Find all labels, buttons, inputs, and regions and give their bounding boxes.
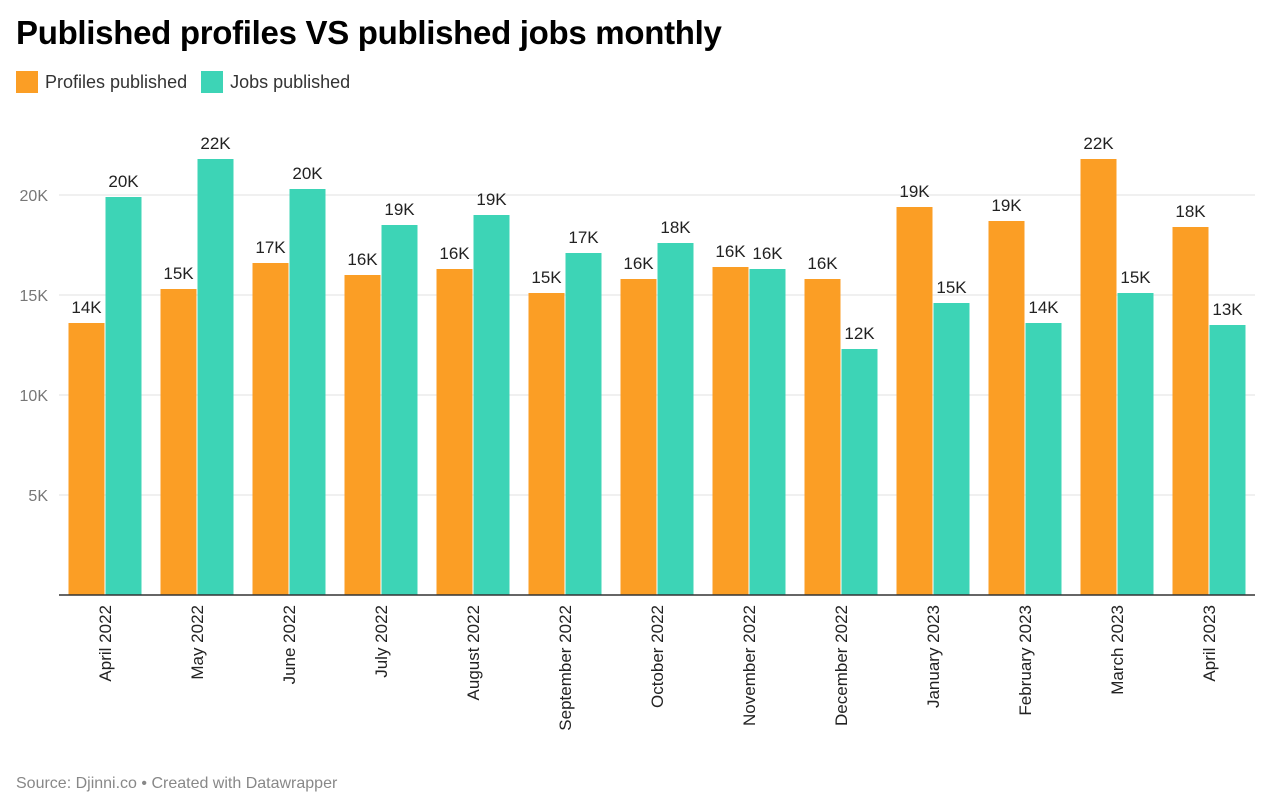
bar-jobs xyxy=(289,189,326,595)
data-label-profiles: 19K xyxy=(991,196,1022,215)
bar-jobs xyxy=(197,159,234,595)
data-label-jobs: 20K xyxy=(108,172,139,191)
data-label-profiles: 22K xyxy=(1083,134,1114,153)
data-label-jobs: 12K xyxy=(844,324,875,343)
bar-profiles xyxy=(1080,159,1117,595)
data-label-profiles: 19K xyxy=(899,182,930,201)
bar-profiles xyxy=(68,323,105,595)
bar-jobs xyxy=(105,197,142,595)
x-tick-label: January 2023 xyxy=(924,605,943,708)
y-tick-label: 5K xyxy=(28,488,48,505)
data-label-jobs: 13K xyxy=(1212,300,1243,319)
y-tick-label: 15K xyxy=(20,288,49,305)
data-label-profiles: 16K xyxy=(623,254,654,273)
x-tick-label: June 2022 xyxy=(280,605,299,684)
bar-jobs xyxy=(1117,293,1154,595)
bar-profiles xyxy=(620,279,657,595)
x-tick-label: May 2022 xyxy=(188,605,207,680)
bar-jobs xyxy=(933,303,970,595)
legend-label-profiles: Profiles published xyxy=(45,71,188,92)
data-label-jobs: 20K xyxy=(292,164,323,183)
legend-swatch-profiles xyxy=(16,71,38,93)
bar-profiles xyxy=(1172,227,1209,595)
bar-profiles xyxy=(712,267,749,595)
data-label-jobs: 14K xyxy=(1028,298,1059,317)
x-tick-label: April 2023 xyxy=(1200,605,1219,682)
data-label-jobs: 17K xyxy=(568,228,599,247)
x-tick-label: October 2022 xyxy=(648,605,667,708)
data-label-profiles: 16K xyxy=(715,242,746,261)
legend: Profiles published Jobs published xyxy=(16,71,364,93)
x-tick-label: February 2023 xyxy=(1016,605,1035,716)
x-tick-label: November 2022 xyxy=(740,605,759,726)
y-tick-label: 10K xyxy=(20,388,49,405)
data-label-profiles: 15K xyxy=(163,264,194,283)
legend-swatch-jobs xyxy=(201,71,224,93)
bar-jobs xyxy=(841,349,878,595)
chart-title: Published profiles VS published jobs mon… xyxy=(16,14,722,51)
bar-jobs xyxy=(473,215,510,595)
bar-jobs xyxy=(1209,325,1246,595)
bar-profiles xyxy=(804,279,841,595)
bar-profiles xyxy=(160,289,197,595)
data-label-jobs: 18K xyxy=(660,218,691,237)
bar-profiles xyxy=(896,207,933,595)
bar-profiles xyxy=(528,293,565,595)
x-tick-label: August 2022 xyxy=(464,605,483,700)
y-tick-label: 20K xyxy=(20,188,49,205)
x-tick-label: September 2022 xyxy=(556,605,575,731)
legend-label-jobs: Jobs published xyxy=(230,71,351,92)
data-label-profiles: 14K xyxy=(71,298,102,317)
bar-jobs xyxy=(749,269,786,595)
data-label-jobs: 19K xyxy=(384,200,415,219)
data-label-profiles: 17K xyxy=(255,238,286,257)
data-label-profiles: 18K xyxy=(1175,202,1206,221)
x-tick-label: April 2022 xyxy=(96,605,115,682)
x-tick-label: December 2022 xyxy=(832,605,851,726)
data-label-profiles: 16K xyxy=(807,254,838,273)
data-label-profiles: 16K xyxy=(439,244,470,263)
data-label-jobs: 19K xyxy=(476,190,507,209)
bar-jobs xyxy=(657,243,694,595)
x-tick-label: July 2022 xyxy=(372,605,391,678)
bar-profiles xyxy=(344,275,381,595)
bar-profiles xyxy=(252,263,289,595)
x-tick-label: March 2023 xyxy=(1108,605,1127,695)
legend-item-jobs: Jobs published xyxy=(201,71,350,93)
bar-jobs xyxy=(381,225,418,595)
data-label-profiles: 16K xyxy=(347,250,378,269)
legend-item-profiles: Profiles published xyxy=(16,71,187,93)
data-label-jobs: 15K xyxy=(936,278,967,297)
data-label-jobs: 16K xyxy=(752,244,783,263)
bar-jobs xyxy=(565,253,602,595)
bar-profiles xyxy=(988,221,1025,595)
source-footer: Source: Djinni.co • Created with Datawra… xyxy=(16,775,338,792)
data-label-profiles: 15K xyxy=(531,268,562,287)
bar-jobs xyxy=(1025,323,1062,595)
data-label-jobs: 15K xyxy=(1120,268,1151,287)
bar-profiles xyxy=(436,269,473,595)
data-label-jobs: 22K xyxy=(200,134,231,153)
